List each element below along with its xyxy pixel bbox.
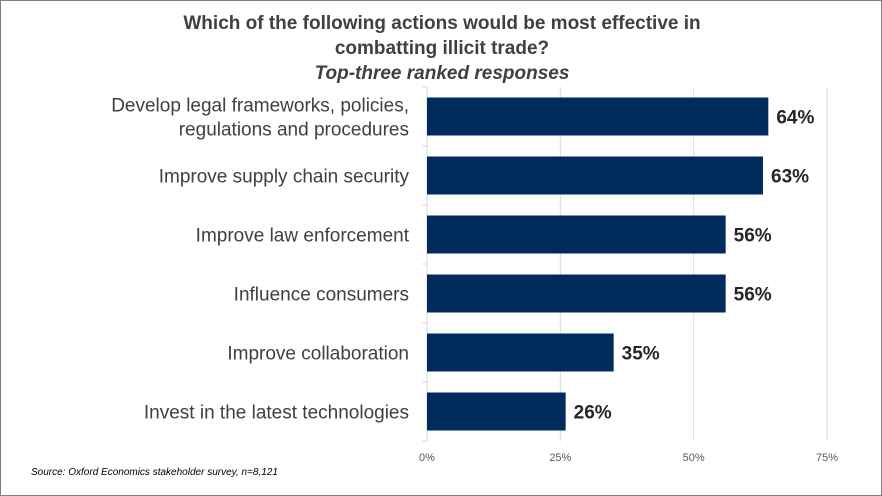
data-label: 35% — [622, 344, 660, 365]
chart-subtitle: Top-three ranked responses — [314, 63, 570, 84]
category-label: Improve collaboration — [227, 344, 409, 365]
category-label: Develop legal frameworks, policies, regul… — [111, 96, 409, 141]
chart-title-line-2: combatting illicit trade? — [334, 38, 550, 59]
bar — [427, 97, 769, 136]
x-tick-label: 50% — [683, 452, 705, 464]
bar — [427, 392, 566, 431]
bar — [427, 274, 726, 313]
data-label: 56% — [734, 285, 772, 306]
x-tick-label: 25% — [549, 452, 571, 464]
category-label: Improve law enforcement — [196, 226, 410, 247]
bar — [427, 333, 614, 372]
bar — [427, 156, 763, 195]
category-label: Invest in the latest technologies — [144, 403, 409, 424]
bar — [427, 215, 726, 254]
data-label: 56% — [734, 226, 772, 247]
data-label: 63% — [771, 167, 809, 188]
data-label: 26% — [574, 403, 612, 424]
category-label: Improve supply chain security — [159, 167, 410, 188]
chart-title-line-1: Which of the following actions would be … — [183, 13, 701, 34]
category-label: Influence consumers — [234, 285, 409, 306]
x-tick-label: 75% — [816, 452, 838, 464]
x-tick-label: 0% — [419, 452, 435, 464]
data-label: 64% — [776, 108, 814, 129]
source-note: Source: Oxford Economics stakeholder sur… — [31, 467, 278, 478]
